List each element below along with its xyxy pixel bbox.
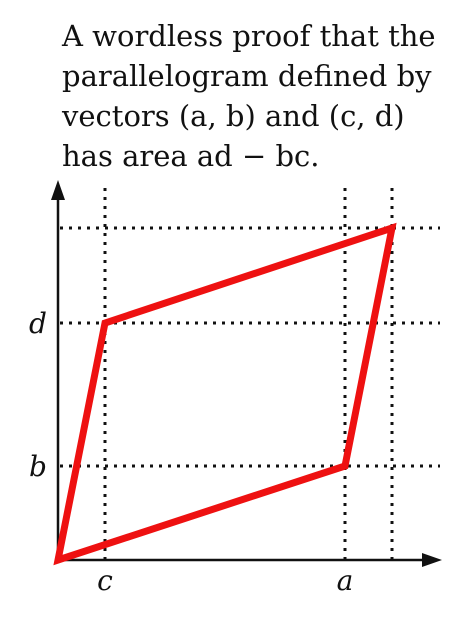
grid <box>60 188 440 560</box>
arrow-head <box>422 553 442 567</box>
title-line: A wordless proof that the <box>61 19 436 53</box>
arrow-head <box>51 180 65 200</box>
title-line: vectors (a, b) and (c, d) <box>61 99 405 133</box>
axes <box>51 180 442 567</box>
axis-label: a <box>337 564 354 597</box>
title-line: has area ad − bc. <box>62 139 320 173</box>
axis-label: d <box>29 307 47 340</box>
axis-label: b <box>29 450 47 483</box>
axis-label: c <box>97 564 113 597</box>
title-line: parallelogram defined by <box>62 59 432 93</box>
parallelogram <box>53 222 397 566</box>
